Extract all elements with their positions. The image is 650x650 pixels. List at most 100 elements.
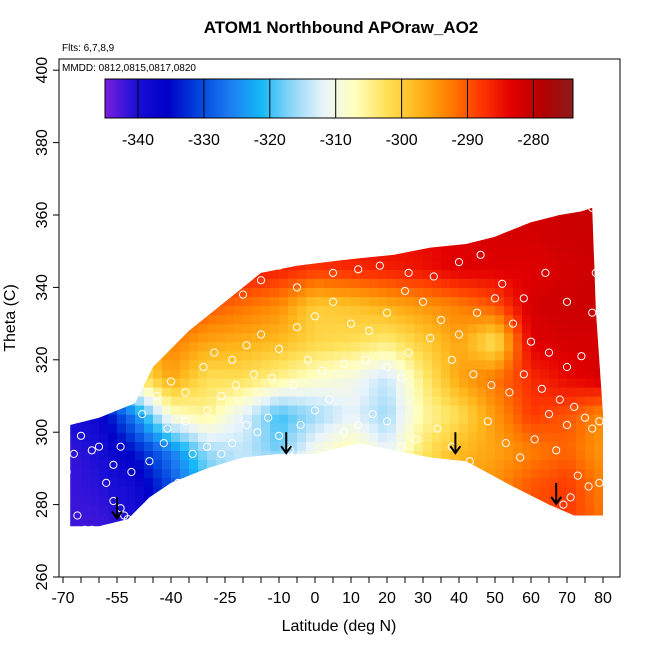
heatmap-cell [414, 314, 424, 325]
heatmap-cell [468, 314, 478, 325]
heatmap-cell [432, 323, 442, 334]
heatmap-cell [441, 242, 451, 252]
heatmap-cell [450, 459, 460, 469]
sample-point [346, 319, 356, 328]
heatmap-cell [180, 242, 190, 252]
heatmap-cell [594, 251, 603, 261]
heatmap-cell [378, 224, 388, 234]
heatmap-cell [72, 495, 82, 506]
heatmap-cell [378, 287, 388, 298]
heatmap-cell [306, 459, 316, 469]
heatmap-cell [423, 233, 433, 243]
heatmap-cell [306, 495, 316, 506]
heatmap-cell [477, 350, 487, 361]
heatmap-cell [216, 207, 226, 216]
heatmap-cell [585, 215, 595, 225]
heatmap-cell [180, 278, 190, 288]
heatmap-cell [414, 224, 424, 234]
x-tick-label: 60 [522, 590, 540, 607]
heatmap-cell [108, 477, 118, 488]
heatmap-cell [558, 287, 568, 298]
heatmap-cell [81, 359, 91, 370]
heatmap-cell [459, 323, 469, 334]
heatmap-cell [558, 350, 568, 361]
heatmap-cell [513, 359, 523, 370]
sample-point [516, 453, 525, 462]
colorbar [105, 79, 573, 118]
heatmap-cell [360, 260, 370, 270]
sample-point [433, 424, 442, 433]
heatmap-cell [162, 405, 172, 415]
heatmap-cell [351, 350, 361, 361]
heatmap-cell [252, 260, 262, 270]
heatmap-cell [180, 432, 190, 442]
heatmap-cell [117, 477, 127, 488]
heatmap-cell [90, 450, 100, 460]
heatmap-cell [477, 215, 487, 225]
heatmap-cell [81, 377, 91, 388]
sample-point [202, 406, 212, 415]
heatmap-cell [513, 341, 523, 352]
heatmap-cell [171, 405, 181, 415]
heatmap-cell [270, 296, 280, 307]
sample-point [498, 279, 507, 288]
heatmap-cell [207, 224, 217, 234]
heatmap-cell [504, 522, 514, 527]
heatmap-cell [126, 332, 136, 343]
heatmap-cell [567, 251, 577, 261]
heatmap-cell [306, 305, 316, 316]
heatmap-cell [423, 332, 433, 343]
heatmap-cell [414, 296, 424, 307]
heatmap-cell [333, 377, 343, 388]
heatmap-cell [81, 522, 91, 527]
heatmap-cell [252, 377, 262, 388]
heatmap-cell [234, 522, 244, 527]
heatmap-cell [153, 522, 163, 527]
heatmap-cell [468, 332, 478, 343]
sample-point [501, 439, 510, 448]
heatmap-cell [558, 504, 568, 515]
heatmap-cell [288, 314, 298, 325]
down-arrow-icon [111, 497, 123, 521]
heatmap-cell [324, 215, 334, 225]
heatmap-cell [81, 368, 91, 379]
heatmap-cell [216, 522, 226, 527]
heatmap-cell [576, 278, 586, 288]
heatmap-cell [405, 332, 415, 343]
heatmap-cell [243, 305, 253, 316]
x-tick-label: 0 [311, 590, 320, 607]
heatmap-cell [567, 314, 577, 325]
heatmap-cell [558, 450, 568, 460]
heatmap-cell [144, 296, 154, 307]
heatmap-cell [387, 233, 397, 243]
heatmap-cell [351, 486, 361, 497]
heatmap-cell [405, 341, 415, 352]
heatmap-cell [495, 314, 505, 325]
heatmap-cell [243, 287, 253, 298]
heatmap-cell [603, 324, 613, 334]
heatmap-cell [396, 224, 406, 234]
heatmap-cell [81, 296, 91, 307]
heatmap-cell [288, 287, 298, 298]
heatmap-cell [153, 405, 163, 415]
heatmap-cell [432, 532, 442, 542]
heatmap-cell [396, 432, 406, 442]
heatmap-cell [324, 377, 334, 388]
heatmap-cell [504, 459, 514, 469]
heatmap-cell [369, 396, 379, 406]
heatmap-cell [288, 242, 298, 252]
heatmap-cell [72, 368, 82, 379]
heatmap-cell [81, 323, 91, 334]
heatmap-cell [603, 477, 613, 487]
heatmap-cell [576, 305, 586, 316]
heatmap-cell [70, 504, 73, 515]
heatmap-cell [459, 224, 469, 234]
heatmap-cell [468, 305, 478, 316]
heatmap-cell [531, 224, 541, 234]
heatmap-cell [207, 251, 217, 261]
heatmap-cell [495, 260, 505, 270]
heatmap-cell [594, 513, 603, 524]
heatmap-cell [315, 260, 325, 270]
heatmap-cell [585, 432, 595, 442]
heatmap-cell [522, 269, 532, 279]
